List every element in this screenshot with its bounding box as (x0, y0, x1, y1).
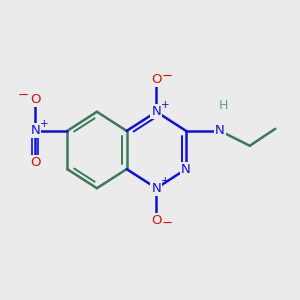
Text: +: + (40, 119, 49, 129)
Text: N: N (31, 124, 40, 137)
Text: O: O (151, 214, 162, 226)
Text: N: N (152, 105, 161, 118)
Text: O: O (151, 74, 162, 86)
Text: +: + (161, 100, 170, 110)
Text: N: N (181, 163, 191, 176)
Text: +: + (161, 176, 170, 186)
Text: −: − (161, 70, 172, 83)
Text: N: N (152, 182, 161, 195)
Text: O: O (30, 156, 40, 169)
Text: H: H (219, 99, 228, 112)
Text: −: − (18, 89, 29, 102)
Text: O: O (30, 92, 40, 106)
Text: −: − (161, 217, 172, 230)
Text: N: N (215, 124, 225, 137)
